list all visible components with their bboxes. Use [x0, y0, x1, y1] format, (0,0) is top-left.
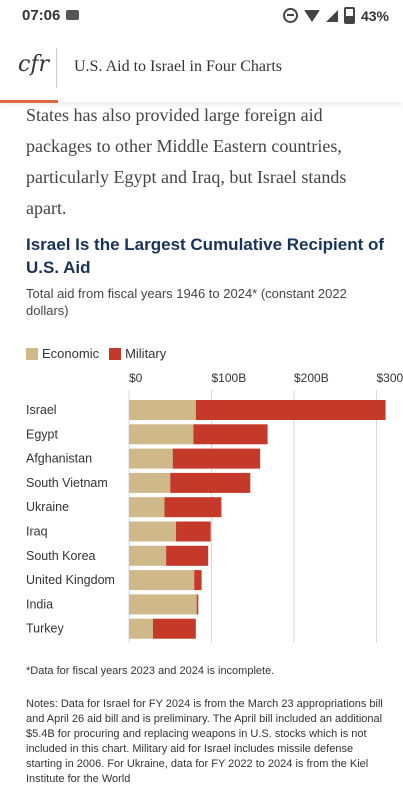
- chart-notes: Notes: Data for Israel for FY 2024 is fr…: [26, 698, 383, 785]
- category-label: Afghanistan: [26, 452, 92, 466]
- category-label: Ukraine: [26, 500, 69, 514]
- bar-military: [196, 594, 199, 615]
- stacked-bar-chart: $0 $100B $200B $300B Israel Egypt Afghanistan S…: [26, 371, 403, 643]
- bar-economic: [129, 400, 196, 420]
- category-label: United Kingdom: [26, 573, 115, 587]
- wifi-icon: [303, 9, 320, 22]
- site-header: cfr U.S. Aid to Israel in Four Charts: [0, 34, 403, 102]
- do-not-disturb-icon: [282, 8, 298, 23]
- bar-economic: [129, 472, 171, 493]
- x-tick-label: $100B: [212, 371, 247, 385]
- status-icons: 43%: [282, 7, 389, 24]
- bar-economic: [129, 424, 194, 445]
- signal-icon: [325, 9, 338, 22]
- article-paragraph: States has also provided large foreign a…: [26, 105, 347, 218]
- x-tick-label: $200B: [294, 371, 329, 385]
- category-label: South Vietnam: [26, 476, 108, 490]
- bar-military: [195, 400, 386, 420]
- chart-footnote: *Data for fiscal years 2023 and 2024 is …: [26, 665, 275, 677]
- x-tick-label: $300B: [377, 371, 403, 385]
- category-label: Israel: [26, 403, 57, 417]
- chart-subtitle: Total aid from fiscal years 1946 to 2024…: [26, 286, 347, 318]
- page-title: U.S. Aid to Israel in Four Charts: [74, 58, 282, 75]
- legend-economic-swatch: [26, 347, 38, 360]
- bar-military: [176, 521, 211, 542]
- chart-title: Israel Is the Largest Cumulative Recipie…: [26, 235, 385, 277]
- bar-military: [193, 424, 268, 445]
- x-tick-label: $0: [129, 371, 143, 385]
- chart-legend: Economic Military: [26, 346, 176, 361]
- cfr-logo[interactable]: cfr: [18, 52, 49, 77]
- category-label: Turkey: [26, 622, 64, 636]
- bar-military: [166, 545, 209, 566]
- legend-military-label: Military: [125, 346, 167, 361]
- bar-military: [164, 497, 222, 518]
- legend-economic-label: Economic: [42, 346, 100, 361]
- header-divider: [56, 48, 57, 88]
- bar-military: [172, 448, 261, 469]
- category-label: Iraq: [26, 525, 48, 539]
- bar-economic: [129, 545, 167, 566]
- battery-icon: [343, 7, 355, 24]
- category-label: India: [26, 597, 53, 611]
- bar-economic: [129, 594, 197, 615]
- bar-military: [170, 472, 251, 493]
- bar-economic: [129, 521, 177, 542]
- message-icon: [66, 10, 79, 20]
- battery-percent: 43%: [360, 7, 389, 24]
- status-bar: 07:06 43%: [0, 0, 403, 32]
- status-time: 07:06: [22, 7, 61, 24]
- reading-progress-bar: [0, 100, 58, 103]
- category-label: South Korea: [26, 549, 96, 563]
- legend-military: Military: [109, 346, 166, 361]
- bar-economic: [129, 448, 173, 469]
- legend-military-swatch: [109, 347, 122, 360]
- bar-economic: [129, 497, 165, 518]
- bar-economic: [129, 618, 153, 639]
- legend-economic: Economic: [26, 346, 99, 361]
- bar-military: [152, 618, 196, 639]
- bar-economic: [129, 570, 195, 591]
- bar-military: [194, 570, 202, 591]
- category-label: Egypt: [26, 427, 58, 441]
